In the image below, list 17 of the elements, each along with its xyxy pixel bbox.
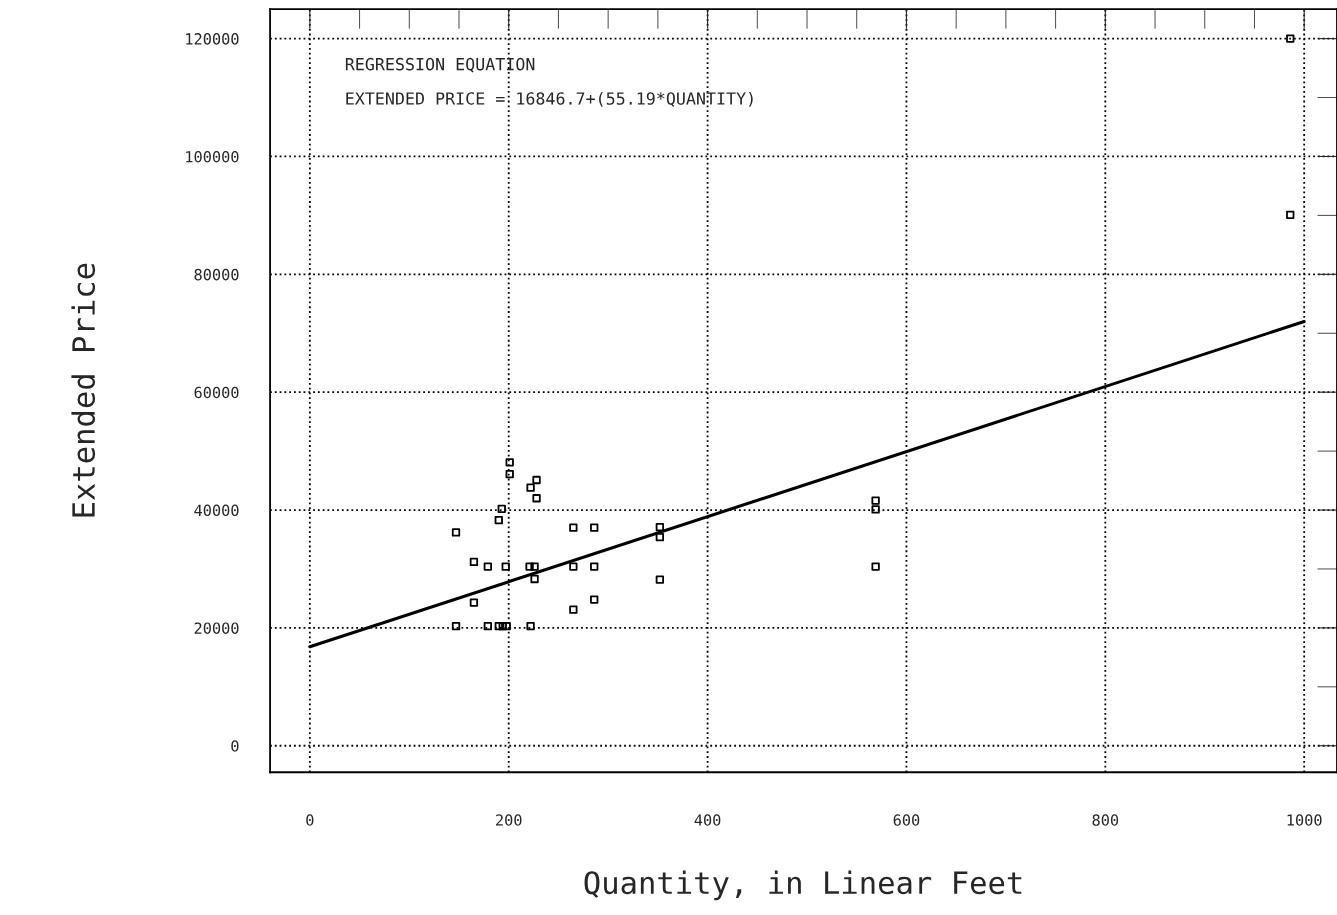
- x-axis-title: Quantity, in Linear Feet: [584, 870, 1022, 901]
- x-tick-label: 0: [306, 814, 314, 826]
- x-tick-label: 800: [1092, 814, 1119, 826]
- x-tick-label: 200: [496, 814, 522, 826]
- y-tick-label: 120000: [186, 33, 239, 45]
- y-tick-label: 0: [231, 740, 239, 752]
- annotation: REGRESSION EQUATION: [345, 57, 535, 73]
- y-axis-title: Extended Price: [71, 263, 96, 517]
- x-tick-label: 600: [893, 814, 920, 826]
- annotation: EXTENDED PRICE = 16846.7+(55.19*QUANTITY): [346, 91, 753, 107]
- y-tick-label: 100000: [186, 150, 239, 163]
- y-tick-label: 40000: [194, 504, 239, 517]
- y-tick-label: 80000: [194, 268, 239, 281]
- x-tick-label: 1000: [1287, 814, 1322, 826]
- y-tick-label: 60000: [194, 386, 239, 399]
- x-tick-label: 400: [694, 814, 721, 826]
- y-tick-label: 20000: [194, 622, 239, 634]
